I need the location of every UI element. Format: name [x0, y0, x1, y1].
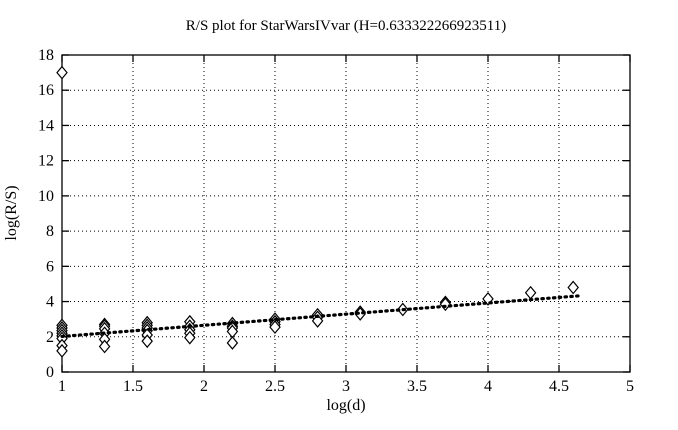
tick-marks-layer: [61, 54, 631, 373]
trend-line: [60, 294, 582, 339]
data-point-diamond: [56, 343, 68, 358]
x-tick-label: 3.5: [407, 378, 427, 395]
y-axis-label: log(R/S): [3, 185, 20, 240]
x-tick-label: 5: [626, 378, 634, 395]
y-tick-label: 2: [46, 329, 54, 346]
data-point-diamond: [184, 330, 196, 345]
data-point-diamond: [311, 313, 324, 328]
y-tick-label: 10: [38, 188, 54, 205]
x-tick-label: 2.5: [265, 378, 285, 395]
y-tick-label: 8: [46, 223, 54, 240]
data-point-diamond: [524, 285, 537, 300]
data-point-diamond: [482, 291, 494, 306]
data-point-diamond: [226, 336, 239, 350]
x-tick-label: 1: [58, 378, 66, 395]
y-tick-label: 6: [46, 258, 54, 275]
y-tick-label: 0: [46, 364, 54, 381]
chart-title: R/S plot for StarWarsIVvar (H=0.63332226…: [186, 18, 506, 34]
y-tick-labels: 0 2 4 6 8 10 12 14 16 18: [38, 47, 54, 381]
x-tick-label: 2: [200, 378, 208, 395]
data-point-diamond: [98, 339, 111, 354]
x-tick-label: 3: [342, 378, 350, 395]
data-point-diamond: [269, 320, 281, 335]
grid-layer: [62, 55, 630, 372]
y-tick-label: 16: [38, 82, 54, 99]
y-tick-label: 4: [46, 294, 54, 311]
data-point-diamond: [56, 65, 68, 80]
y-tick-label: 14: [38, 117, 54, 134]
data-point-diamond: [567, 280, 579, 295]
x-tick-label: 4: [484, 378, 492, 395]
data-point-diamond: [141, 334, 153, 349]
x-tick-label: 4.5: [549, 378, 569, 395]
x-tick-label: 1.5: [123, 378, 143, 395]
y-tick-label: 12: [38, 153, 54, 170]
x-axis-label: log(d): [326, 397, 365, 414]
x-tick-labels: 1 1.5 2 2.5 3 3.5 4 4.5 5: [58, 378, 634, 395]
scatter-points-layer: [56, 65, 579, 358]
y-tick-label: 18: [38, 47, 54, 64]
